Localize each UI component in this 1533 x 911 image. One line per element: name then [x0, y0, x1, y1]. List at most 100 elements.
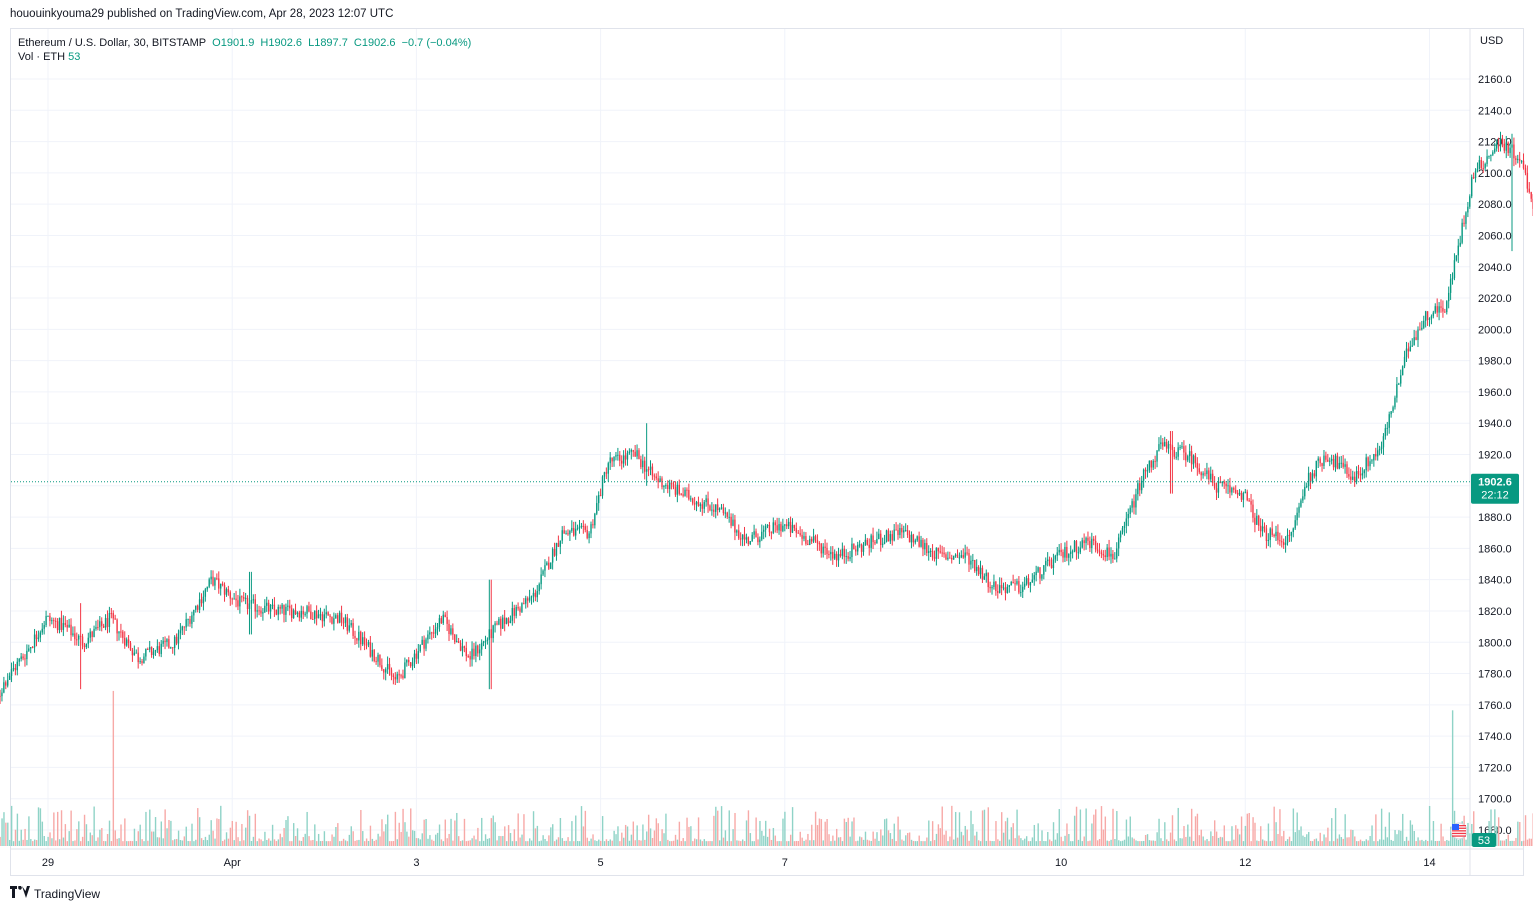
volume-label[interactable]: Vol · ETH [18, 51, 66, 63]
volume-bar [1056, 833, 1059, 846]
volume-bar [1256, 840, 1258, 846]
candle-body [908, 535, 911, 543]
volume-bar [1118, 840, 1120, 846]
volume-bar [1031, 837, 1034, 846]
volume-bar [482, 840, 485, 846]
volume-bar [707, 841, 709, 846]
volume-bar [1440, 823, 1442, 846]
volume-bar [868, 840, 871, 846]
volume-bar [740, 841, 742, 846]
volume-bar [1355, 841, 1358, 846]
candle-body [181, 626, 184, 631]
candle-body [1273, 534, 1275, 537]
tradingview-logo-icon[interactable] [10, 886, 30, 901]
volume-bar [1214, 820, 1216, 846]
candle-body [772, 522, 774, 533]
volume-bar [860, 837, 863, 846]
volume-bar [1001, 812, 1003, 846]
currency-label[interactable]: USD [1480, 35, 1504, 47]
candle-body [53, 620, 55, 622]
volume-bar [18, 840, 21, 846]
volume-bar [515, 841, 517, 846]
volume-bar [847, 817, 849, 846]
footer-brand[interactable]: TradingView [34, 886, 101, 901]
candle-body [386, 663, 389, 670]
volume-bar [1306, 834, 1308, 846]
candle-body [601, 476, 604, 496]
candle-body [1000, 585, 1003, 589]
candle-body [826, 547, 828, 555]
candle-body [1039, 567, 1041, 579]
candle-body [536, 591, 538, 598]
volume-bar [1173, 839, 1176, 846]
candle-body [1315, 460, 1317, 477]
volume-bar [805, 839, 807, 846]
volume-bar [1375, 814, 1377, 846]
candle-body [956, 554, 959, 558]
volume-bar [665, 813, 667, 846]
candle-body [279, 606, 281, 609]
volume-bar [1377, 841, 1379, 846]
volume-bar [1010, 827, 1013, 846]
volume-bar [118, 838, 120, 846]
candle-body [542, 570, 544, 575]
candle-body [66, 624, 68, 628]
candle-body [1004, 587, 1007, 593]
candle-body [1426, 311, 1429, 320]
volume-bar [688, 826, 690, 846]
candle-body [148, 647, 151, 650]
volume-bar [576, 841, 579, 846]
candle-body [764, 526, 767, 530]
candle-body [1482, 168, 1484, 170]
volume-bar [1267, 823, 1270, 846]
volume-bar [523, 814, 525, 846]
volume-bar [1281, 836, 1283, 846]
volume-bar [789, 834, 792, 846]
volume-bar [565, 840, 567, 846]
candle-body [141, 661, 143, 664]
volume-bar [726, 841, 729, 846]
candle-body [1259, 525, 1262, 532]
candle-body [1471, 177, 1473, 197]
candle-body [638, 450, 640, 460]
volume-bar [1334, 808, 1337, 846]
volume-bar [1100, 806, 1103, 846]
volume-bar [154, 817, 157, 846]
volume-bar [1162, 840, 1164, 846]
volume-bar [271, 824, 274, 846]
volume-bar [294, 836, 297, 846]
candle-body [417, 651, 420, 659]
volume-bar [1450, 826, 1452, 846]
candle-body [989, 587, 991, 589]
candle-body [530, 596, 533, 598]
candle-body [473, 648, 475, 657]
candle-body [1428, 318, 1431, 320]
volume-bar [784, 811, 786, 846]
volume-bar [1265, 841, 1268, 846]
candle-body [1432, 312, 1435, 317]
volume-bar [189, 841, 191, 846]
volume-bar [127, 841, 130, 846]
candle-body [252, 599, 255, 601]
candle-body [231, 598, 233, 600]
volume-bar [1277, 833, 1279, 846]
volume-bar [797, 841, 800, 846]
volume-bar [177, 830, 180, 846]
volume-bar [519, 837, 521, 846]
volume-bar [172, 840, 174, 846]
volume-bar [811, 824, 813, 846]
volume-bar [1085, 808, 1087, 846]
chart-frame[interactable] [10, 28, 1524, 876]
symbol-name[interactable]: Ethereum / U.S. Dollar, 30, BITSTAMP [18, 37, 207, 49]
candle-body [1281, 541, 1283, 543]
candle-body [415, 653, 418, 659]
candle-body [124, 637, 126, 646]
volume-bar [41, 821, 44, 846]
volume-bar [1325, 837, 1327, 846]
candle-body [35, 634, 38, 640]
volume-bar [582, 826, 585, 846]
volume-bar [283, 828, 285, 846]
volume-bar [818, 818, 821, 846]
volume-bar [605, 839, 608, 846]
